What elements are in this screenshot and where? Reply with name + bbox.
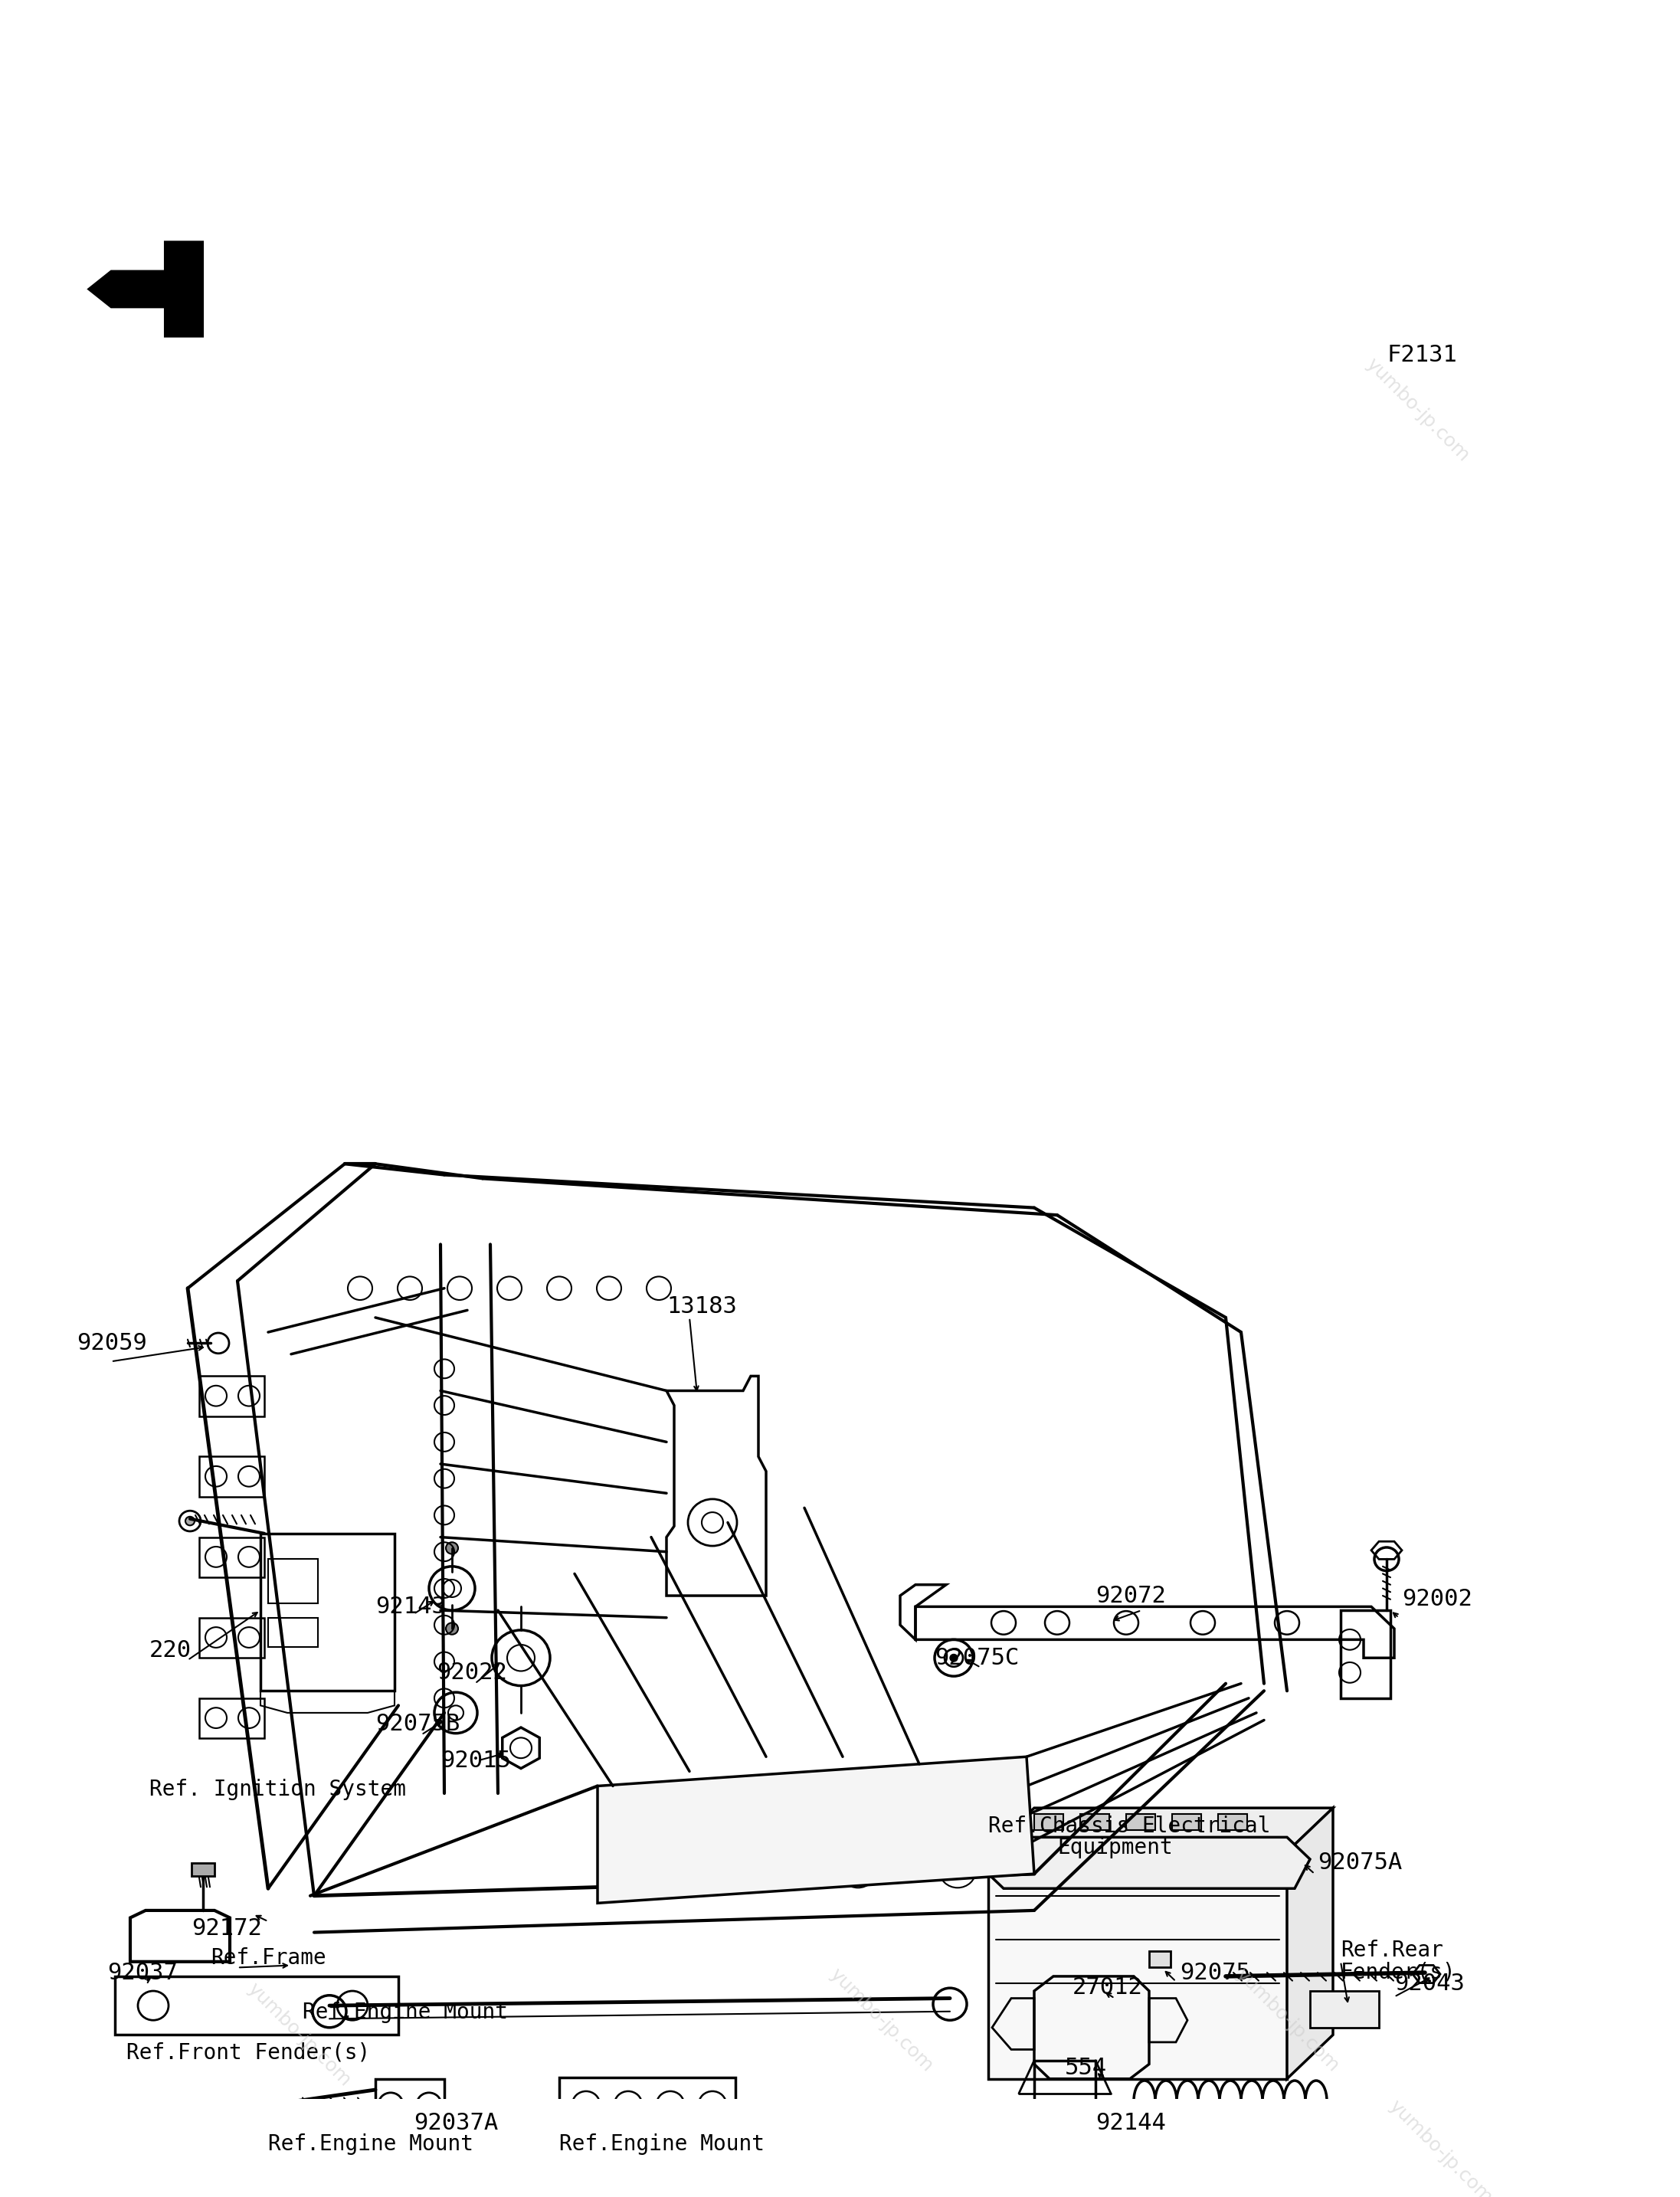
Text: 92037: 92037 (108, 1962, 178, 1984)
Bar (1149, 1951, 1171, 1969)
Bar (1035, 2061, 1095, 2105)
Bar (192, 1863, 215, 1876)
Polygon shape (988, 1808, 1332, 1852)
Text: 92172: 92172 (192, 1918, 262, 1940)
Text: Ref.Engine Mount: Ref.Engine Mount (302, 2001, 507, 2023)
Text: 92144: 92144 (1095, 2111, 1166, 2133)
Text: 92143: 92143 (375, 1595, 445, 1617)
Bar (563, 2140, 600, 2164)
Text: Ref.Engine Mount: Ref.Engine Mount (269, 2133, 474, 2155)
Bar (1126, 1815, 1156, 1830)
Text: 27012: 27012 (1072, 1977, 1142, 1999)
Bar (200, 1538, 264, 1577)
Polygon shape (87, 242, 203, 336)
Bar (1080, 1815, 1109, 1830)
Bar (988, 1852, 1287, 2078)
Text: 92015: 92015 (440, 1749, 511, 1771)
Text: 92075C: 92075C (934, 1648, 1020, 1670)
Bar (697, 2140, 734, 2164)
Bar (375, 2078, 444, 2131)
Bar (1035, 1815, 1063, 1830)
Text: Ref.Front Fender(s): Ref.Front Fender(s) (126, 2043, 370, 2063)
Text: Fender(s): Fender(s) (1341, 1962, 1457, 1984)
Text: 92002: 92002 (1401, 1588, 1472, 1610)
Bar (1218, 1815, 1247, 1830)
Bar (200, 1457, 264, 1496)
Text: 13183: 13183 (667, 1296, 738, 1318)
Text: Ref.Chassis Electrical: Ref.Chassis Electrical (988, 1815, 1270, 1837)
Polygon shape (981, 1837, 1310, 1889)
Polygon shape (1287, 1808, 1332, 2078)
Bar (200, 1375, 264, 1417)
Text: 92075A: 92075A (1317, 1852, 1403, 1874)
Text: Ref.Rear: Ref.Rear (1341, 1940, 1443, 1962)
Bar (114, 1977, 398, 2034)
Bar (380, 2131, 400, 2149)
Circle shape (445, 1624, 459, 1635)
Text: Ref.Frame: Ref.Frame (210, 1947, 326, 1969)
Text: 92022: 92022 (437, 1661, 507, 1683)
Text: yumbo-jp.com: yumbo-jp.com (1384, 2096, 1495, 2197)
Text: 92059: 92059 (77, 1331, 146, 1353)
Text: 554: 554 (1065, 2056, 1107, 2078)
Text: Ref. Ignition System: Ref. Ignition System (150, 1780, 407, 1799)
Text: 92043: 92043 (1394, 1973, 1465, 1995)
Text: 92075: 92075 (1179, 1962, 1250, 1984)
Bar (269, 1560, 318, 1604)
Text: FRONT: FRONT (118, 283, 195, 310)
Bar (1310, 1990, 1379, 2028)
Text: yumbo-jp.com: yumbo-jp.com (1231, 1964, 1342, 2076)
Text: 92037A: 92037A (413, 2111, 499, 2133)
Text: Equipment: Equipment (1057, 1837, 1173, 1859)
Bar (200, 1617, 264, 1659)
Bar (260, 1534, 395, 1692)
Text: 220: 220 (150, 1639, 192, 1661)
Polygon shape (598, 1758, 1035, 1903)
Text: 92075B: 92075B (375, 1714, 460, 1736)
Text: 92072: 92072 (1095, 1584, 1166, 1606)
Text: yumbo-jp.com: yumbo-jp.com (1362, 354, 1472, 466)
Bar (200, 1698, 264, 1738)
Text: Ref.Engine Mount: Ref.Engine Mount (559, 2133, 764, 2155)
Bar (1173, 1815, 1201, 1830)
Circle shape (445, 1542, 459, 1553)
Bar (1341, 1610, 1391, 1698)
Circle shape (949, 1654, 958, 1661)
Bar (420, 2131, 442, 2149)
Bar (559, 2078, 736, 2140)
Circle shape (185, 1516, 195, 1525)
Text: yumbo-jp.com: yumbo-jp.com (244, 1979, 354, 2089)
Text: yumbo-jp.com: yumbo-jp.com (827, 1964, 936, 2076)
Bar (269, 1617, 318, 1648)
Text: F2131: F2131 (1386, 345, 1457, 367)
